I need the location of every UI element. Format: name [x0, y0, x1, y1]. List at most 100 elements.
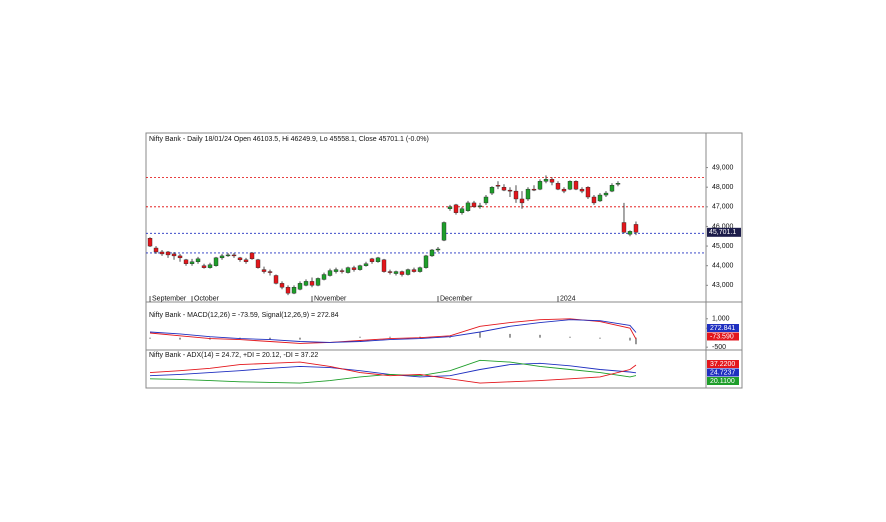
- x-tick-label: November: [314, 295, 347, 302]
- frame: [145, 132, 743, 389]
- y-tick-label: 44,000: [712, 263, 734, 270]
- candle-body: [561, 188, 567, 192]
- candle-body: [255, 259, 261, 268]
- candle-body: [153, 247, 159, 253]
- y-tick-label: 49,000: [712, 164, 734, 171]
- y-tick-label: 47,000: [712, 204, 734, 211]
- value-box: [707, 360, 739, 368]
- candle-body: [453, 204, 459, 213]
- y-tick-label: 43,000: [712, 282, 734, 289]
- candle-body: [189, 261, 195, 264]
- candle-body: [489, 186, 495, 194]
- candle-body: [333, 269, 339, 272]
- candle-body: [411, 269, 417, 272]
- x-tick-label: December: [440, 295, 473, 302]
- candle-body: [387, 271, 393, 273]
- candle-body: [315, 278, 321, 286]
- value-box-label: 37.2200: [710, 361, 735, 368]
- candle-body: [477, 205, 483, 208]
- candle-body: [375, 257, 381, 262]
- candle-body: [465, 202, 471, 211]
- candle-body: [243, 259, 249, 262]
- candle-body: [621, 222, 627, 233]
- candle-body: [171, 253, 177, 257]
- candle-body: [627, 231, 633, 235]
- panel-title: Nifty Bank - MACD(12,26) = -73.59, Signa…: [149, 312, 339, 319]
- candle-body: [267, 271, 273, 273]
- x-tick-label: September: [152, 295, 187, 302]
- candle-body: [549, 179, 555, 183]
- candle-body: [285, 287, 291, 294]
- indicator-line: [149, 319, 637, 343]
- candle-body: [537, 181, 543, 190]
- candle-body: [297, 283, 303, 290]
- panel-title: Nifty Bank - ADX(14) = 24.72, +DI = 20.1…: [149, 352, 318, 359]
- indicator-line: [149, 362, 637, 378]
- candle-body: [423, 255, 429, 268]
- value-box: [707, 368, 739, 377]
- candle-body: [339, 270, 345, 272]
- y-tick-label: 1,000: [712, 316, 730, 323]
- value-box: [707, 324, 739, 332]
- candle-body: [513, 190, 519, 200]
- candle-body: [207, 264, 213, 268]
- candle-body: [591, 196, 597, 204]
- x-tick-label: October: [194, 295, 220, 302]
- candle-body: [345, 267, 351, 273]
- candle-body: [219, 255, 225, 259]
- value-box: [707, 332, 739, 341]
- candle-body: [381, 259, 387, 272]
- candle-body: [507, 189, 513, 192]
- candle-body: [429, 249, 435, 257]
- candle-body: [555, 183, 561, 190]
- y-tick-label: -500: [712, 344, 726, 351]
- value-box-label: 272.841: [710, 325, 735, 332]
- candle-body: [363, 263, 369, 266]
- candle-body: [393, 271, 399, 274]
- candle-body: [261, 269, 267, 272]
- candle-body: [399, 271, 405, 275]
- candle-body: [447, 206, 453, 209]
- candle-body: [579, 188, 585, 192]
- candle-body: [147, 238, 153, 247]
- candle-body: [603, 192, 609, 196]
- candle-body: [279, 283, 285, 288]
- indicator-line: [149, 361, 637, 384]
- last-price-box: [707, 227, 741, 237]
- candle-body: [495, 185, 501, 187]
- candle-body: [321, 274, 327, 280]
- candle-body: [531, 188, 537, 191]
- candle-body: [543, 179, 549, 182]
- candle-body: [225, 254, 231, 257]
- candle-body: [303, 281, 309, 286]
- candle-body: [435, 248, 441, 251]
- value-box: [707, 377, 739, 385]
- candle-body: [177, 255, 183, 259]
- value-box-label: 24.7237: [710, 369, 735, 376]
- candle-body: [273, 275, 279, 284]
- candle-body: [369, 258, 375, 262]
- value-box-label: 20.1100: [710, 378, 735, 385]
- y-tick-label: 45,000: [712, 243, 734, 250]
- last-price-label: 45,701.1: [709, 229, 736, 236]
- candle-body: [165, 251, 171, 256]
- candle-body: [357, 265, 363, 270]
- indicator-line: [149, 318, 637, 344]
- candle-body: [633, 224, 639, 233]
- y-tick-label: 48,000: [712, 184, 734, 191]
- candle-body: [597, 194, 603, 202]
- candle-body: [351, 267, 357, 270]
- candle-body: [291, 287, 297, 294]
- candle-body: [615, 183, 621, 185]
- candle-body: [483, 196, 489, 204]
- candle-body: [501, 186, 507, 191]
- candle-body: [609, 185, 615, 192]
- candle-body: [567, 181, 573, 190]
- candle-body: [159, 251, 165, 255]
- value-box-label: -73.590: [710, 333, 734, 340]
- candle-body: [183, 259, 189, 264]
- candle-body: [525, 188, 531, 200]
- candle-body: [309, 281, 315, 286]
